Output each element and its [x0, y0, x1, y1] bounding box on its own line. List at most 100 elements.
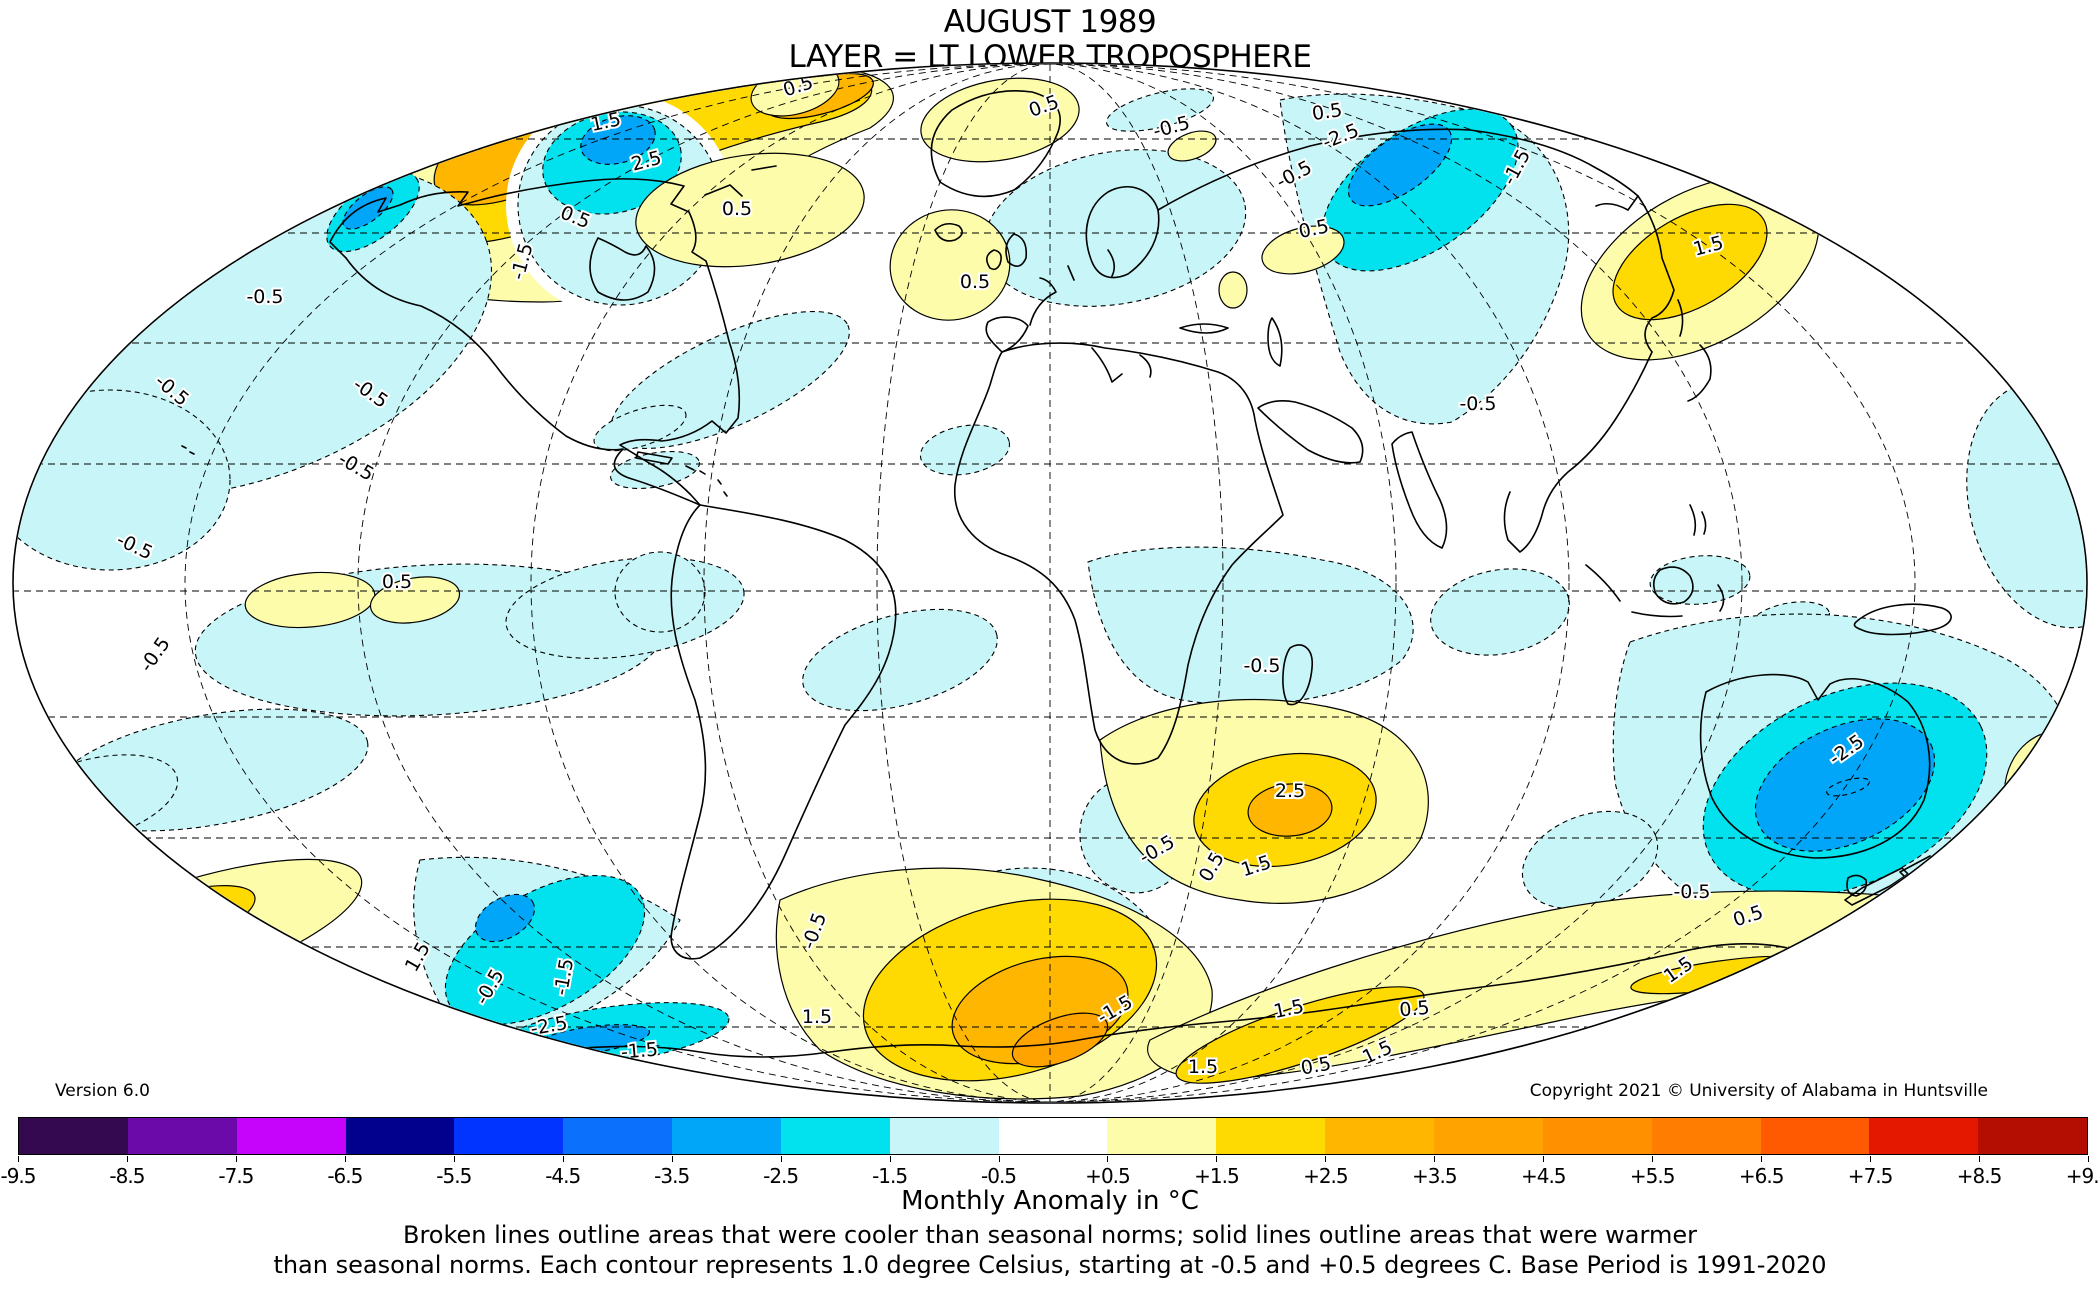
coast-france — [1029, 277, 1057, 326]
colorbar-tickmark — [344, 1156, 346, 1162]
page-title: AUGUST 1989 — [943, 4, 1157, 40]
colorbar-tickmark — [1870, 1156, 1872, 1162]
colorbar-tickmark — [1325, 1156, 1327, 1162]
colorbar-bin — [1216, 1118, 1326, 1154]
contour-label: -0.5 — [246, 286, 283, 308]
colorbar-bin — [345, 1118, 455, 1154]
colorbar-tickmark — [1107, 1156, 1109, 1162]
colorbar-tick-label: -2.5 — [763, 1164, 799, 1188]
colorbar-tickmark — [126, 1156, 128, 1162]
coast-kamchatka — [1637, 195, 1684, 353]
warm-blob — [1218, 271, 1248, 309]
warm-blob — [920, 77, 1080, 163]
color-scale-bar — [18, 1117, 2088, 1155]
warm-blob-core — [44, 885, 256, 975]
cold-blob-core — [1754, 718, 1936, 852]
colorbar-tickmark — [235, 1156, 237, 1162]
coast-hudson-bay — [589, 237, 656, 301]
colorbar-tick-label: +0.5 — [1085, 1164, 1131, 1188]
colorbar-bin — [1978, 1118, 2088, 1154]
anomaly-map: 1.52.50.5-1.50.50.5-0.5 0.5-2.5-0.50.5-1.… — [12, 62, 2088, 1104]
colorbar-tick-label: +5.5 — [1629, 1164, 1676, 1188]
colorbar-tickmark — [1216, 1156, 1218, 1162]
contour-label: 0.5 — [960, 271, 990, 293]
colorbar-bin — [1651, 1118, 1761, 1154]
colorbar-tick-label: +9.5 — [2065, 1164, 2100, 1188]
warm-blob — [244, 571, 376, 629]
colorbar-tick-label: -9.5 — [0, 1164, 36, 1188]
warm-blob — [1167, 130, 1217, 162]
coast-iberia — [985, 316, 1029, 353]
version-label: Version 6.0 — [55, 1081, 150, 1101]
colorbar-tickmark — [562, 1156, 564, 1162]
contour-label: -0.5 — [1459, 393, 1496, 415]
coast-north-america — [329, 178, 741, 506]
colorbar-tick-label: +4.5 — [1520, 1164, 1567, 1188]
colorbar-bin — [672, 1118, 781, 1154]
colorbar-tick-label: -5.5 — [436, 1164, 472, 1188]
contour-label: 0.5 — [722, 198, 752, 220]
cold-blob-core — [1347, 123, 1453, 207]
colorbar-bin — [1542, 1118, 1652, 1154]
colorbar-bin — [236, 1118, 346, 1154]
warm-blob — [889, 209, 1011, 321]
coast-arabia — [1257, 400, 1364, 464]
footnote-line-2: than seasonal norms. Each contour repres… — [273, 1251, 1827, 1279]
colorbar-tick-label: -6.5 — [327, 1164, 363, 1188]
colorbar-bin — [780, 1118, 890, 1154]
coast-arctic-islands — [704, 165, 777, 197]
cold-blob — [1105, 88, 1215, 132]
contour-label: 0.5 — [1398, 997, 1430, 1022]
colorbar-bin — [1869, 1118, 1979, 1154]
colorbar-tickmark — [2088, 1156, 2089, 1162]
colorbar-bin — [889, 1118, 999, 1154]
coast-caspian — [1267, 317, 1283, 367]
colorbar-bin — [998, 1118, 1108, 1154]
colorbar-tickmark — [453, 1156, 455, 1162]
coast-britain — [986, 233, 1028, 271]
coast-madagascar — [1282, 644, 1313, 706]
coast-indonesia — [1585, 504, 1725, 618]
coast-north-america-west — [345, 257, 701, 506]
copyright-notice: Copyright 2021 © University of Alabama i… — [1529, 1081, 1988, 1101]
colorbar-tickmark — [889, 1156, 891, 1162]
footnote-line-1: Broken lines outline areas that were coo… — [403, 1221, 1697, 1249]
graticule — [14, 64, 2086, 1102]
contour-label: -0.5 — [1243, 655, 1280, 677]
colorbar-tickmark — [18, 1156, 19, 1162]
coast-iceland — [934, 222, 963, 242]
coast-japan — [1687, 344, 1712, 402]
colorbar-tick-label: -8.5 — [109, 1164, 145, 1188]
colorbar-tickmark — [671, 1156, 673, 1162]
coast-hawaii — [181, 445, 195, 455]
colorbar-tickmark — [1652, 1156, 1654, 1162]
contour-label: -0.5 — [66, 280, 103, 302]
cold-blob — [444, 874, 646, 1026]
warm-blob — [369, 576, 461, 624]
colorbar-tickmark — [998, 1156, 1000, 1162]
colorbar-tick-label: +2.5 — [1303, 1164, 1349, 1188]
colorbar-bin — [1107, 1118, 1217, 1154]
cold-blob — [802, 608, 998, 712]
cold-blob — [614, 551, 706, 633]
colorbar-bin — [1760, 1118, 1870, 1154]
contour-label: -0.5 — [1673, 881, 1710, 903]
colorbar-tick-label: +3.5 — [1412, 1164, 1458, 1188]
coast-africa — [954, 342, 1284, 765]
contour-label: 2.5 — [1275, 780, 1305, 802]
cold-blob — [1087, 546, 1414, 706]
cold-blob — [1321, 108, 1519, 272]
coast-india — [1391, 431, 1448, 549]
colorbar-bin — [563, 1118, 673, 1154]
contour-label: 0.5 — [382, 571, 412, 593]
contour-label: 1.5 — [1188, 1056, 1218, 1078]
colorbar-tick-label: +6.5 — [1738, 1164, 1785, 1188]
coast-caribbean — [635, 451, 728, 497]
colorbar-tick-label: -1.5 — [872, 1164, 908, 1188]
colorbar-axis-label: Monthly Anomaly in °C — [901, 1186, 1199, 1216]
cold-blob-core — [342, 186, 394, 230]
color-scale-ticks: -9.5 -8.5 -7.5 -6.5 -5.5 -4.5 -3.5 -2.5 -1.5 -0.5… — [0, 1155, 2100, 1200]
colorbar-bin — [1433, 1118, 1543, 1154]
warm-blob — [1261, 225, 1345, 275]
